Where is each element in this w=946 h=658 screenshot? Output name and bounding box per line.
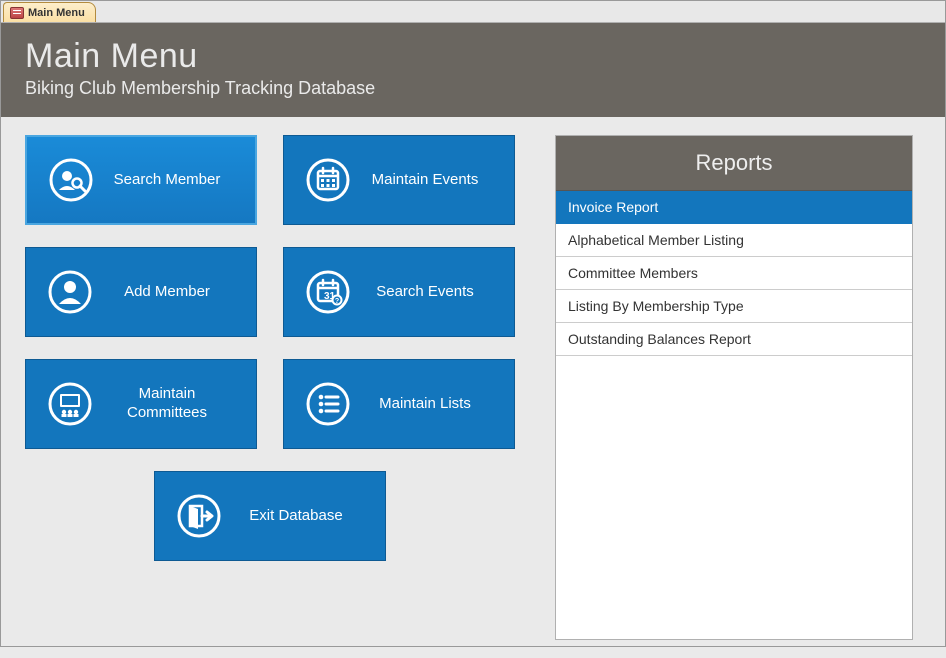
maintain-committees-button[interactable]: Maintain Committees [25,359,257,449]
committees-icon [42,380,98,428]
form-icon [10,7,24,19]
tile-label: Maintain Committees [127,385,207,423]
report-item[interactable]: Listing By Membership Type [556,290,912,323]
search-member-button[interactable]: Search Member [25,135,257,225]
exit-icon [171,492,227,540]
list-icon [300,380,356,428]
tile-label: Search Member [114,171,221,190]
tile-label: Maintain Events [372,171,479,190]
reports-list: Invoice ReportAlphabetical Member Listin… [556,191,912,639]
report-item[interactable]: Alphabetical Member Listing [556,224,912,257]
maintain-events-button[interactable]: Maintain Events [283,135,515,225]
search-events-button[interactable]: 31 ? Search Events [283,247,515,337]
calendar-icon [300,156,356,204]
add-member-button[interactable]: Add Member [25,247,257,337]
reports-header: Reports [556,136,912,191]
svg-text:?: ? [335,298,339,305]
tab-label: Main Menu [28,7,85,19]
tile-label: Add Member [124,283,210,302]
page-title: Main Menu [25,37,921,76]
tile-grid: Search Member Maintain Events [25,135,515,640]
page-header: Main Menu Biking Club Membership Trackin… [1,23,945,117]
report-item[interactable]: Invoice Report [556,191,912,224]
report-item[interactable]: Committee Members [556,257,912,290]
search-events-icon: 31 ? [300,268,356,316]
reports-panel: Reports Invoice ReportAlphabetical Membe… [555,135,913,640]
maintain-lists-button[interactable]: Maintain Lists [283,359,515,449]
tile-label: Exit Database [249,507,342,526]
report-item[interactable]: Outstanding Balances Report [556,323,912,356]
add-member-icon [42,268,98,316]
tile-label: Maintain Lists [379,395,471,414]
search-member-icon [43,156,99,204]
tile-label: Search Events [376,283,474,302]
tab-main-menu[interactable]: Main Menu [3,2,96,22]
page-subtitle: Biking Club Membership Tracking Database [25,78,921,99]
exit-database-button[interactable]: Exit Database [154,471,386,561]
tab-bar: Main Menu [1,1,945,23]
